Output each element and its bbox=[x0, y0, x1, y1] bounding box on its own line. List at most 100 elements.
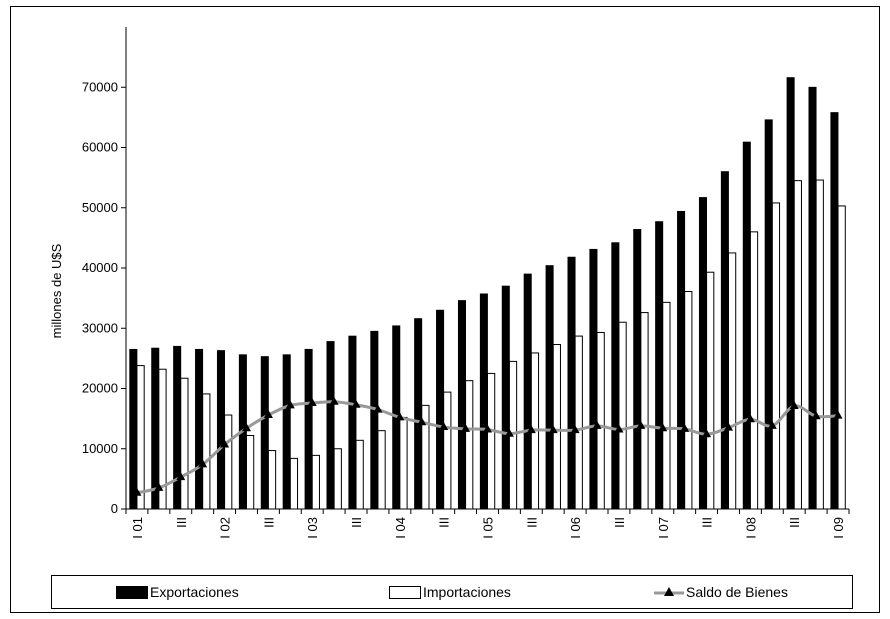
bar-exportaciones bbox=[457, 300, 466, 510]
saldo-point bbox=[680, 423, 690, 432]
saldo-point bbox=[373, 404, 383, 413]
bar-importaciones bbox=[793, 180, 802, 510]
bar-importaciones bbox=[728, 252, 737, 510]
legend-label-saldo: Saldo de Bienes bbox=[686, 584, 788, 600]
bar-exportaciones bbox=[808, 86, 817, 510]
bar-importaciones bbox=[662, 301, 671, 510]
bar-importaciones bbox=[289, 457, 299, 510]
y-tick-label: 20000 bbox=[82, 381, 118, 396]
bar-importaciones bbox=[465, 380, 474, 510]
x-tick-label: III bbox=[437, 517, 452, 528]
legend-item-exportaciones: Exportaciones bbox=[116, 584, 239, 600]
bar-importaciones bbox=[487, 372, 496, 510]
x-tick-label: III bbox=[612, 517, 627, 528]
saldo-point bbox=[198, 459, 208, 468]
y-tick-label: 60000 bbox=[82, 140, 118, 155]
bars bbox=[129, 77, 846, 510]
saldo-point bbox=[614, 424, 624, 433]
chart-frame: millones de U$S 0 10000 20000 30000 40000 500… bbox=[10, 6, 880, 613]
saldo-point bbox=[548, 425, 558, 434]
saldo-point bbox=[307, 397, 317, 406]
bar-importaciones bbox=[158, 368, 167, 510]
bar-exportaciones bbox=[370, 330, 379, 510]
bar-importaciones bbox=[574, 335, 583, 510]
bar-importaciones bbox=[267, 450, 277, 510]
legend-item-saldo: Saldo de Bienes bbox=[654, 584, 788, 600]
bar-importaciones bbox=[815, 179, 824, 510]
bar-importaciones bbox=[180, 377, 189, 510]
legend-label-importaciones: Importaciones bbox=[423, 584, 511, 600]
legend-swatch-saldo bbox=[654, 587, 684, 596]
bar-importaciones bbox=[224, 414, 233, 510]
bar-importaciones bbox=[202, 393, 211, 510]
bar-exportaciones bbox=[655, 221, 664, 510]
y-tick-label: 10000 bbox=[82, 441, 118, 456]
x-tick-label: III bbox=[700, 517, 715, 528]
x-tick-label: I 05 bbox=[481, 517, 496, 539]
bar-importaciones bbox=[377, 430, 386, 510]
y-tick-label: 70000 bbox=[82, 79, 118, 94]
bar-exportaciones bbox=[764, 119, 773, 510]
bar-importaciones bbox=[837, 205, 846, 510]
x-tick-label: I 01 bbox=[130, 517, 145, 539]
saldo-point bbox=[570, 425, 580, 434]
x-tick-label: III bbox=[261, 517, 276, 528]
bar-exportaciones bbox=[282, 354, 291, 510]
bar-importaciones bbox=[311, 454, 320, 510]
bar-exportaciones bbox=[742, 141, 751, 510]
bar-exportaciones bbox=[479, 293, 488, 510]
saldo-point bbox=[833, 410, 843, 419]
x-tick-label: I 09 bbox=[831, 517, 846, 539]
legend-item-importaciones: Importaciones bbox=[389, 584, 511, 600]
bar-importaciones bbox=[706, 271, 715, 510]
bar-importaciones bbox=[552, 344, 561, 510]
saldo-point bbox=[767, 420, 777, 429]
x-tick-label: I 02 bbox=[218, 517, 233, 539]
x-tick-label: III bbox=[524, 517, 539, 528]
bar-exportaciones bbox=[436, 309, 445, 510]
bar-exportaciones bbox=[195, 348, 204, 510]
saldo-point bbox=[745, 414, 755, 423]
saldo-point bbox=[351, 399, 361, 408]
saldo-point bbox=[285, 400, 295, 409]
x-tick-label: I 06 bbox=[568, 517, 583, 539]
chart: millones de U$S 0 10000 20000 30000 40000 500… bbox=[49, 27, 850, 539]
legend: Exportaciones Importaciones Saldo de Bie… bbox=[51, 575, 853, 609]
bar-importaciones bbox=[618, 321, 627, 510]
x-axis: I 01 III I 02 III I 03 III I 04 III I 05 III I 06 I… bbox=[125, 508, 850, 539]
y-tick-label: 50000 bbox=[82, 200, 118, 215]
bar-importaciones bbox=[771, 202, 781, 510]
bar-exportaciones bbox=[545, 265, 554, 510]
bar-exportaciones bbox=[830, 112, 839, 510]
bar-importaciones bbox=[246, 434, 255, 510]
bar-exportaciones bbox=[720, 171, 729, 510]
saldo-point bbox=[636, 420, 646, 429]
bar-importaciones bbox=[333, 448, 342, 510]
bar-importaciones bbox=[640, 312, 649, 510]
bar-exportaciones bbox=[501, 285, 510, 510]
saldo-point bbox=[461, 423, 471, 432]
y-axis-label: millones de U$S bbox=[49, 243, 64, 338]
x-tick-label: III bbox=[349, 517, 364, 528]
saldo-point bbox=[658, 423, 668, 432]
saldo-point bbox=[526, 425, 536, 434]
saldo-point bbox=[592, 420, 602, 429]
bar-importaciones bbox=[136, 365, 145, 510]
x-tick-label: I 08 bbox=[743, 517, 758, 539]
saldo-line bbox=[132, 396, 843, 496]
bar-exportaciones bbox=[216, 350, 225, 510]
bar-exportaciones bbox=[698, 197, 707, 510]
bar-exportaciones bbox=[326, 341, 335, 510]
bar-importaciones bbox=[399, 416, 408, 510]
saldo-point bbox=[483, 424, 492, 433]
x-tick-label: III bbox=[174, 517, 189, 528]
saldo-point bbox=[439, 422, 449, 431]
bar-exportaciones bbox=[523, 273, 532, 510]
bar-exportaciones bbox=[348, 335, 357, 510]
legend-swatch-exportaciones bbox=[116, 585, 148, 599]
x-tick-label: III bbox=[787, 517, 802, 528]
saldo-point bbox=[242, 423, 251, 432]
y-axis: 0 10000 20000 30000 40000 50000 60000 70000 bbox=[82, 27, 127, 516]
saldo-point bbox=[132, 487, 142, 496]
saldo-point bbox=[724, 422, 733, 431]
